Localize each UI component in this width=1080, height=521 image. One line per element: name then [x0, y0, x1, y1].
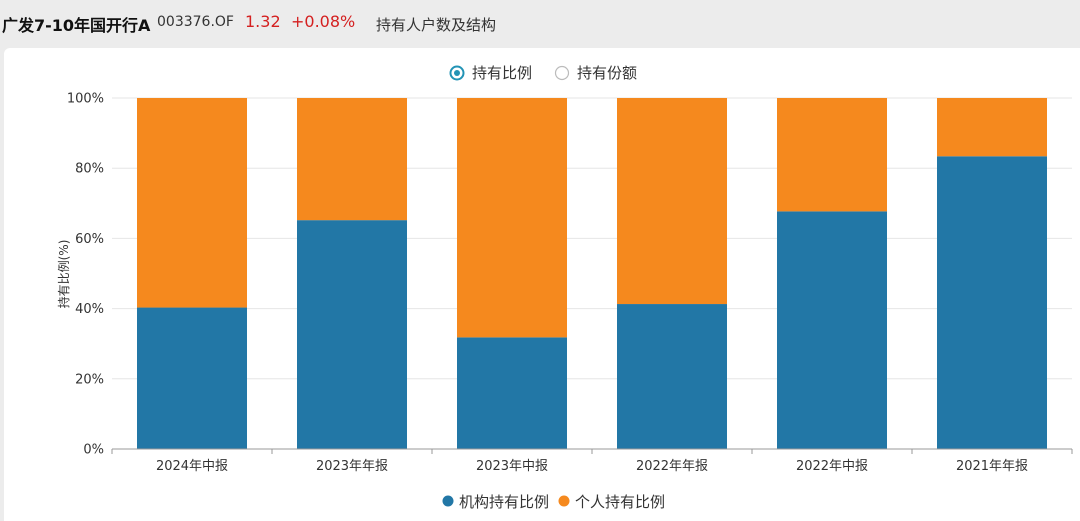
legend-swatch-individual [558, 495, 570, 507]
fund-change: +0.08% [291, 12, 356, 31]
fund-nav: 1.32 [245, 12, 281, 31]
y-tick-label: 60% [75, 232, 104, 247]
x-tick-label: 2023年年报 [316, 459, 388, 474]
bar-institution[interactable] [617, 304, 727, 449]
radio-unselected-icon [554, 65, 570, 81]
y-tick-label: 100% [67, 92, 104, 107]
bar-institution[interactable] [937, 156, 1047, 450]
toggle-label-shares: 持有份额 [577, 64, 637, 82]
bar-individual[interactable] [937, 98, 1047, 157]
y-tick-label: 20% [75, 372, 104, 387]
fund-name: 广发7-10年国开行A [2, 16, 151, 35]
toggle-label-ratio: 持有比例 [472, 64, 532, 82]
x-tick-label: 2021年年报 [956, 459, 1028, 474]
bar-institution[interactable] [777, 211, 887, 449]
axes: 0% 20% 40% 60% 80% 100% 2024年中报 2023年年报 2023年中报 2… [67, 92, 1073, 474]
bars [137, 98, 1047, 450]
x-tick-label: 2022年年报 [636, 459, 708, 474]
legend-item-individual[interactable]: 个人持有比例 [558, 493, 666, 511]
x-tick-label: 2024年中报 [156, 459, 228, 474]
x-tick-label: 2023年中报 [476, 459, 548, 474]
bar-individual[interactable] [137, 98, 247, 308]
y-axis-title: 持有比例(%) [56, 240, 71, 309]
grid-lines [112, 97, 1072, 380]
bar-individual[interactable] [297, 98, 407, 221]
legend-label-institution: 机构持有比例 [459, 493, 549, 511]
legend: 机构持有比例 个人持有比例 [442, 493, 666, 511]
fund-code: 003376.OF [157, 14, 234, 30]
y-tick-label: 40% [75, 302, 104, 317]
header-bar: 广发7-10年国开行A 003376.OF 1.32 +0.08% 持有人户数及… [0, 0, 1080, 46]
bar-institution[interactable] [297, 220, 407, 449]
bar-individual[interactable] [777, 98, 887, 212]
y-tick-label: 0% [83, 443, 104, 458]
x-tick-label: 2022年中报 [796, 459, 868, 474]
legend-item-institution[interactable]: 机构持有比例 [442, 493, 550, 511]
toggle-option-shares[interactable]: 持有份额 [554, 64, 638, 82]
legend-label-individual: 个人持有比例 [575, 493, 665, 511]
bar-individual[interactable] [457, 98, 567, 338]
radio-selected-icon [449, 65, 465, 81]
radio-dot-icon [454, 70, 460, 76]
y-tick-label: 80% [75, 162, 104, 177]
section-title: 持有人户数及结构 [376, 16, 497, 34]
toggle-option-ratio[interactable]: 持有比例 [449, 64, 533, 82]
bar-institution[interactable] [137, 307, 247, 449]
legend-swatch-institution [442, 495, 454, 507]
bar-institution[interactable] [457, 337, 567, 449]
bar-individual[interactable] [617, 98, 727, 305]
